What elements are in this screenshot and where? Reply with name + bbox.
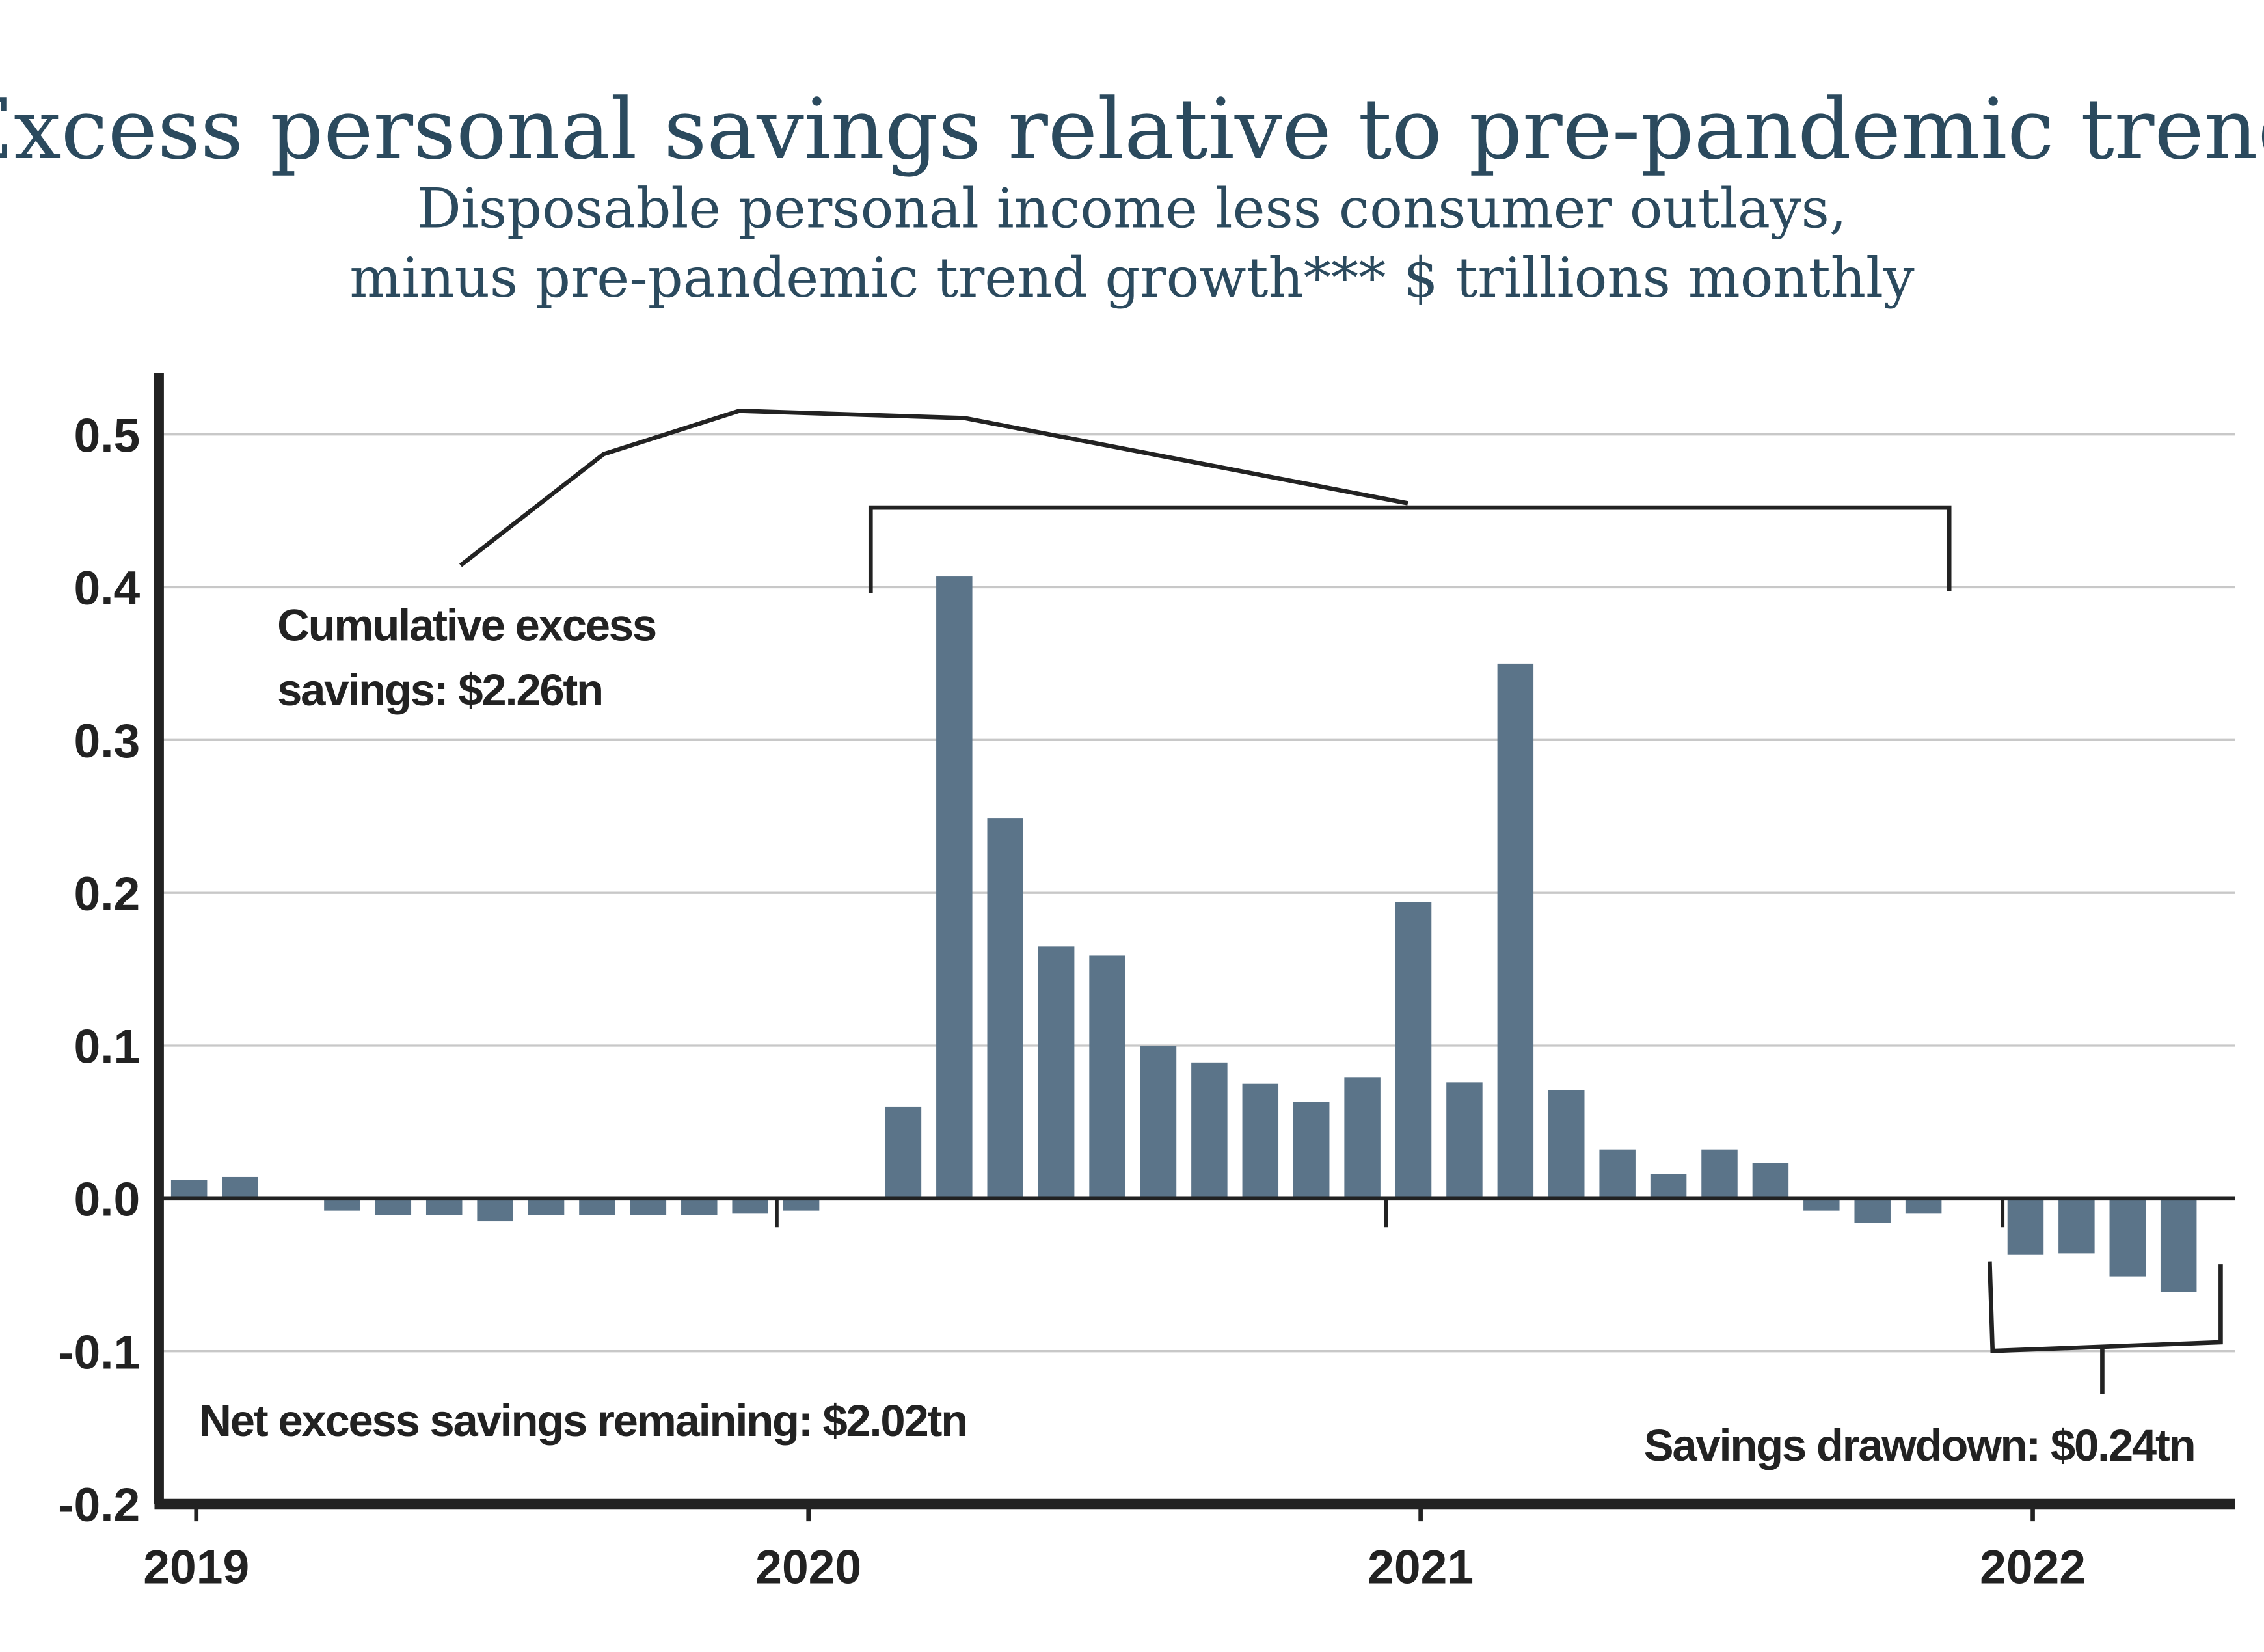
y-tick-label: 0.3	[74, 714, 140, 768]
bar	[1038, 946, 1075, 1198]
x-tick-label: 2020	[755, 1541, 861, 1594]
bar	[1650, 1174, 1687, 1198]
annotation: Savings drawdown: $0.24tn	[1644, 1420, 2195, 1470]
bar	[2109, 1198, 2146, 1277]
annotation: Net excess savings remaining: $2.02tn	[199, 1396, 967, 1446]
chart-subtitle: Disposable personal income less consumer…	[417, 177, 1846, 241]
bar	[936, 576, 973, 1198]
bar	[1191, 1062, 1228, 1198]
y-tick-label: 0.1	[74, 1020, 140, 1074]
bar	[783, 1198, 820, 1211]
y-tick-label: -0.1	[58, 1325, 140, 1379]
bar	[528, 1198, 565, 1215]
bar	[2007, 1198, 2044, 1255]
bar	[732, 1198, 768, 1214]
y-tick-label: 0.0	[74, 1172, 140, 1226]
bar	[1548, 1090, 1585, 1198]
bar	[1905, 1198, 1942, 1214]
plot: -0.2 -0.1 0.0 0.1 0.2 0.3 0.4 0.5 2019 2020 2021 20…	[58, 373, 2235, 1594]
bar	[885, 1106, 922, 1198]
bar	[2058, 1198, 2095, 1254]
y-tick-label: 0.5	[74, 409, 140, 462]
bar	[375, 1198, 412, 1215]
bar	[681, 1198, 718, 1215]
x-tick-label: 2022	[1980, 1541, 2086, 1594]
bar	[630, 1198, 667, 1215]
bar	[1497, 663, 1534, 1198]
bar	[1803, 1198, 1840, 1211]
bar	[1752, 1163, 1789, 1198]
y-tick-label: -0.2	[58, 1478, 140, 1532]
bar	[2160, 1198, 2197, 1292]
bar	[1242, 1083, 1279, 1198]
bar	[1293, 1102, 1330, 1198]
chart-subtitle: minus pre-pandemic trend growth*** $ tri…	[349, 246, 1915, 310]
bar	[425, 1198, 463, 1215]
y-tick-label: 0.2	[74, 867, 140, 921]
x-tick-label: 2019	[143, 1541, 249, 1594]
bar	[222, 1176, 258, 1198]
bar	[324, 1198, 360, 1211]
bar	[1395, 902, 1432, 1198]
bar	[579, 1198, 615, 1215]
annotation: Cumulative excess	[277, 600, 656, 650]
bar	[170, 1180, 208, 1198]
annotation: savings: $2.26tn	[277, 665, 602, 715]
y-tick-label: 0.4	[74, 562, 140, 615]
bar	[477, 1198, 513, 1222]
bar	[1089, 955, 1125, 1198]
bar	[1599, 1149, 1636, 1198]
bar	[1140, 1045, 1177, 1198]
bar	[1701, 1149, 1738, 1198]
chart-title: Excess personal savings relative to pre-…	[0, 81, 2264, 178]
bar	[1446, 1082, 1483, 1198]
annotation-connectors	[459, 409, 2223, 1394]
bar	[1854, 1198, 1891, 1223]
bar	[987, 818, 1023, 1198]
bar	[1344, 1077, 1381, 1198]
x-tick-label: 2021	[1368, 1541, 1474, 1594]
